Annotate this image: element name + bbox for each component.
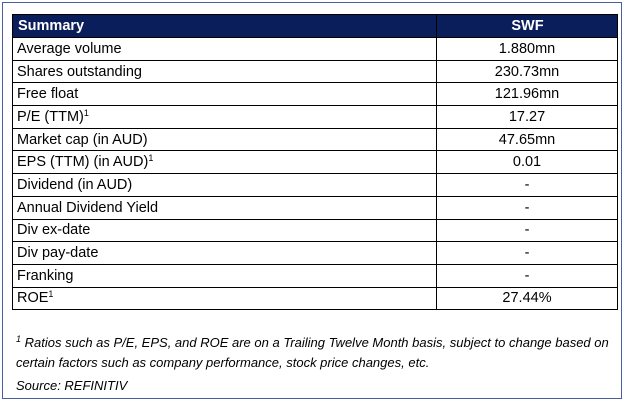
header-summary: Summary [12, 14, 437, 38]
row-label-text: EPS (TTM) (in AUD) [17, 154, 149, 171]
row-value: - [436, 241, 618, 265]
row-label-text: Franking [17, 267, 74, 284]
row-label: Free float [12, 82, 437, 107]
table-row: Div ex-date - [12, 218, 618, 243]
footnote-text: Ratios such as P/E, EPS, and ROE are on … [16, 335, 609, 370]
row-label: Annual Dividend Yield [12, 195, 437, 220]
summary-table: Summary SWF Average volume 1.880mn Shares … [12, 14, 618, 311]
footnote-ref: 1 [48, 289, 54, 300]
row-label: Franking [12, 263, 437, 288]
row-label: Market cap (in AUD) [12, 127, 437, 152]
table-row: Average volume 1.880mn [12, 37, 618, 61]
row-value: - [436, 218, 618, 243]
footnote-marker: 1 [16, 334, 22, 344]
footnote-ref: 1 [83, 107, 89, 118]
row-label-text: Annual Dividend Yield [17, 199, 159, 216]
table-row: Free float 121.96mn [12, 82, 618, 107]
table-row: P/E (TTM)1 17.27 [12, 105, 618, 129]
row-label-text: ROE [17, 290, 49, 307]
row-label-text: Average volume [17, 40, 122, 57]
row-label: Average volume [12, 37, 437, 61]
row-value: 47.65mn [436, 127, 618, 152]
row-label-text: Shares outstanding [17, 63, 142, 80]
source-note: Source: REFINITIV [16, 378, 128, 393]
row-label: Dividend (in AUD) [12, 173, 437, 197]
row-label-text: P/E (TTM) [17, 108, 84, 125]
row-label: Shares outstanding [12, 59, 437, 84]
row-value: - [436, 263, 618, 288]
row-value: 230.73mn [436, 59, 618, 84]
table-row: Annual Dividend Yield - [12, 195, 618, 220]
row-label: P/E (TTM)1 [12, 105, 437, 129]
table-row: EPS (TTM) (in AUD)1 0.01 [12, 150, 618, 175]
row-value: 17.27 [436, 105, 618, 129]
row-label-text: Div ex-date [17, 222, 91, 239]
row-label: Div ex-date [12, 218, 437, 243]
row-value: 121.96mn [436, 82, 618, 107]
footnote: 1 Ratios such as P/E, EPS, and ROE are o… [16, 333, 616, 373]
table-row: Div pay-date - [12, 241, 618, 265]
row-label-text: Free float [17, 86, 79, 103]
row-label: ROE1 [12, 286, 437, 311]
table-row: ROE1 27.44% [12, 286, 618, 311]
table-row: Shares outstanding 230.73mn [12, 59, 618, 84]
row-value: - [436, 173, 618, 197]
row-label: EPS (TTM) (in AUD)1 [12, 150, 437, 175]
header-ticker: SWF [436, 14, 618, 38]
row-value: - [436, 195, 618, 220]
row-label-text: Market cap (in AUD) [17, 131, 148, 148]
table-header-row: Summary SWF [12, 14, 618, 38]
row-value: 0.01 [436, 150, 618, 175]
table-body: Average volume 1.880mn Shares outstanding 2… [12, 37, 618, 311]
row-label-text: Div pay-date [17, 245, 99, 262]
table-row: Dividend (in AUD) - [12, 173, 618, 197]
summary-panel: Summary SWF Average volume 1.880mn Shares … [2, 2, 622, 399]
table-row: Market cap (in AUD) 47.65mn [12, 127, 618, 152]
row-value: 1.880mn [436, 37, 618, 61]
table-row: Franking - [12, 263, 618, 288]
footnote-ref: 1 [148, 153, 154, 164]
row-value: 27.44% [436, 286, 618, 311]
row-label: Div pay-date [12, 241, 437, 265]
row-label-text: Dividend (in AUD) [17, 176, 133, 193]
